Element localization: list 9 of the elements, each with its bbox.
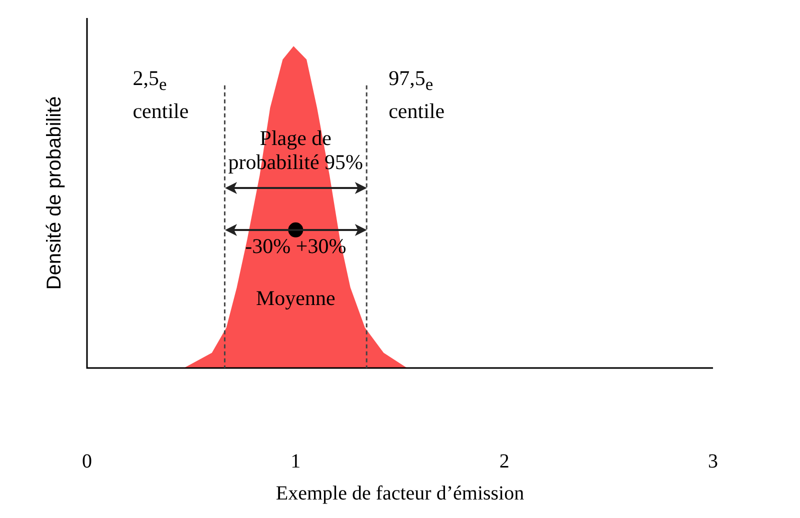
x-tick-label: 0 [82, 450, 92, 472]
x-axis-title: Exemple de facteur d’émission [276, 482, 524, 504]
x-tick-label: 1 [290, 450, 301, 472]
y-axis-title: Densité de probabilité [44, 96, 66, 290]
annotation: Moyenne [254, 286, 336, 310]
x-tick-label: 3 [708, 450, 718, 472]
ref-line-label: 97,5$_{e}$ centile [388, 65, 446, 124]
x-tick-label: 2 [499, 450, 510, 472]
ref-line-label: 2,5$_{e}$ centile [132, 65, 190, 124]
